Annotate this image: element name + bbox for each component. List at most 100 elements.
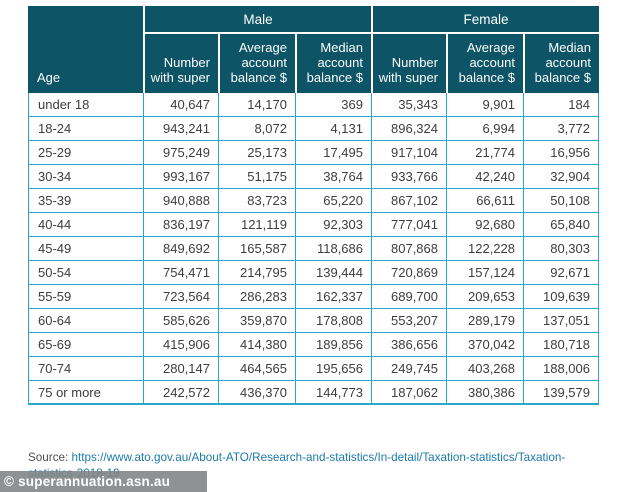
value-cell: 4,131 bbox=[295, 117, 371, 141]
value-cell: 585,626 bbox=[143, 309, 218, 333]
female-number-header: Number with super bbox=[371, 34, 446, 93]
value-cell: 122,228 bbox=[446, 237, 523, 261]
value-cell: 14,170 bbox=[218, 93, 295, 117]
table-row: 75 or more 242,572 436,370 144,773 187,062 38… bbox=[28, 381, 599, 405]
value-cell: 917,104 bbox=[371, 141, 446, 165]
value-cell: 17,495 bbox=[295, 141, 371, 165]
value-cell: 9,901 bbox=[446, 93, 523, 117]
value-cell: 42,240 bbox=[446, 165, 523, 189]
age-cell: 25-29 bbox=[28, 141, 143, 165]
age-cell: 40-44 bbox=[28, 213, 143, 237]
value-cell: 137,051 bbox=[523, 309, 599, 333]
source-url-line1: https://www.ato.gov.au/About-ATO/Researc… bbox=[71, 451, 566, 464]
value-cell: 975,249 bbox=[143, 141, 218, 165]
table-row: 40-44 836,197 121,119 92,303 777,041 92,680 65… bbox=[28, 213, 599, 237]
value-cell: 6,994 bbox=[446, 117, 523, 141]
value-cell: 50,108 bbox=[523, 189, 599, 213]
table-row: under 18 40,647 14,170 369 35,343 9,901 184 bbox=[28, 93, 599, 117]
value-cell: 35,343 bbox=[371, 93, 446, 117]
table-row: 18-24 943,241 8,072 4,131 896,324 6,994 3,772 bbox=[28, 117, 599, 141]
value-cell: 92,303 bbox=[295, 213, 371, 237]
value-cell: 109,639 bbox=[523, 285, 599, 309]
value-cell: 162,337 bbox=[295, 285, 371, 309]
age-cell: 45-49 bbox=[28, 237, 143, 261]
value-cell: 209,653 bbox=[446, 285, 523, 309]
female-median-header: Median account balance $ bbox=[523, 34, 599, 93]
value-cell: 723,564 bbox=[143, 285, 218, 309]
value-cell: 249,745 bbox=[371, 357, 446, 381]
value-cell: 121,119 bbox=[218, 213, 295, 237]
value-cell: 118,686 bbox=[295, 237, 371, 261]
value-cell: 180,718 bbox=[523, 333, 599, 357]
value-cell: 415,906 bbox=[143, 333, 218, 357]
table-body: under 18 40,647 14,170 369 35,343 9,901 184 18-… bbox=[28, 93, 599, 405]
table-row: 55-59 723,564 286,283 162,337 689,700 209,653… bbox=[28, 285, 599, 309]
value-cell: 165,587 bbox=[218, 237, 295, 261]
value-cell: 896,324 bbox=[371, 117, 446, 141]
value-cell: 195,656 bbox=[295, 357, 371, 381]
female-average-header: Average account balance $ bbox=[446, 34, 523, 93]
male-median-header: Median account balance $ bbox=[295, 34, 371, 93]
value-cell: 414,380 bbox=[218, 333, 295, 357]
value-cell: 777,041 bbox=[371, 213, 446, 237]
value-cell: 464,565 bbox=[218, 357, 295, 381]
table-row: 25-29 975,249 25,173 17,495 917,104 21,774 16,… bbox=[28, 141, 599, 165]
value-cell: 157,124 bbox=[446, 261, 523, 285]
age-cell: 60-64 bbox=[28, 309, 143, 333]
table-row: 60-64 585,626 359,870 178,808 553,207 289,179… bbox=[28, 309, 599, 333]
table-row: 50-54 754,471 214,795 139,444 720,869 157,124… bbox=[28, 261, 599, 285]
value-cell: 689,700 bbox=[371, 285, 446, 309]
value-cell: 188,006 bbox=[523, 357, 599, 381]
value-cell: 289,179 bbox=[446, 309, 523, 333]
value-cell: 189,856 bbox=[295, 333, 371, 357]
value-cell: 139,444 bbox=[295, 261, 371, 285]
age-cell: 70-74 bbox=[28, 357, 143, 381]
table-row: 70-74 280,147 464,565 195,656 249,745 403,268… bbox=[28, 357, 599, 381]
value-cell: 836,197 bbox=[143, 213, 218, 237]
value-cell: 380,386 bbox=[446, 381, 523, 405]
age-cell: 65-69 bbox=[28, 333, 143, 357]
value-cell: 286,283 bbox=[218, 285, 295, 309]
female-group-header: Female bbox=[371, 6, 599, 34]
value-cell: 242,572 bbox=[143, 381, 218, 405]
male-group-header: Male bbox=[143, 6, 371, 34]
value-cell: 943,241 bbox=[143, 117, 218, 141]
value-cell: 51,175 bbox=[218, 165, 295, 189]
table-row: 35-39 940,888 83,723 65,220 867,102 66,611 50,… bbox=[28, 189, 599, 213]
value-cell: 65,840 bbox=[523, 213, 599, 237]
value-cell: 403,268 bbox=[446, 357, 523, 381]
age-cell: 35-39 bbox=[28, 189, 143, 213]
value-cell: 80,303 bbox=[523, 237, 599, 261]
super-balance-table: Age Male Female Number with super Averag… bbox=[28, 6, 599, 405]
value-cell: 65,220 bbox=[295, 189, 371, 213]
age-column-header: Age bbox=[28, 6, 143, 93]
group-header-row: Age Male Female bbox=[28, 6, 599, 93]
value-cell: 38,764 bbox=[295, 165, 371, 189]
value-cell: 280,147 bbox=[143, 357, 218, 381]
table-header: Age Male Female Number with super Averag… bbox=[28, 6, 599, 93]
value-cell: 553,207 bbox=[371, 309, 446, 333]
value-cell: 807,868 bbox=[371, 237, 446, 261]
age-cell: under 18 bbox=[28, 93, 143, 117]
value-cell: 16,956 bbox=[523, 141, 599, 165]
value-cell: 139,579 bbox=[523, 381, 599, 405]
value-cell: 8,072 bbox=[218, 117, 295, 141]
value-cell: 940,888 bbox=[143, 189, 218, 213]
value-cell: 370,042 bbox=[446, 333, 523, 357]
table-row: 45-49 849,692 165,587 118,686 807,868 122,228… bbox=[28, 237, 599, 261]
value-cell: 720,869 bbox=[371, 261, 446, 285]
age-cell: 50-54 bbox=[28, 261, 143, 285]
value-cell: 436,370 bbox=[218, 381, 295, 405]
value-cell: 144,773 bbox=[295, 381, 371, 405]
value-cell: 867,102 bbox=[371, 189, 446, 213]
value-cell: 214,795 bbox=[218, 261, 295, 285]
value-cell: 21,774 bbox=[446, 141, 523, 165]
value-cell: 178,808 bbox=[295, 309, 371, 333]
age-cell: 30-34 bbox=[28, 165, 143, 189]
male-number-header: Number with super bbox=[143, 34, 218, 93]
age-cell: 55-59 bbox=[28, 285, 143, 309]
value-cell: 3,772 bbox=[523, 117, 599, 141]
value-cell: 849,692 bbox=[143, 237, 218, 261]
value-cell: 359,870 bbox=[218, 309, 295, 333]
